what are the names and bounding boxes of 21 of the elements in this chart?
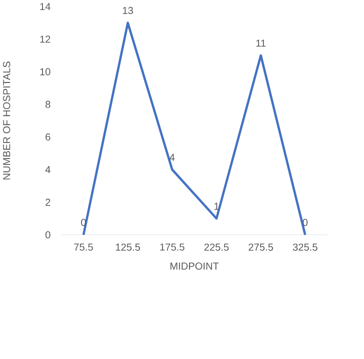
y-tick-label: 2 [46,198,50,206]
y-tick-label: 10 [40,68,50,76]
data-label: 13 [122,7,133,14]
data-label: 11 [256,40,266,47]
x-tick-label: 75.5 [74,244,93,251]
y-tick-label: 12 [40,36,50,43]
x-tick-label: 175.5 [160,244,184,251]
x-tick-label: 275.5 [248,244,274,251]
y-tick-label: 8 [46,100,50,108]
data-label: 4 [170,154,175,161]
line-series [82,22,306,236]
x-tick-label: 325.5 [292,244,318,251]
y-axis-title: NUMBER OF HOSPITALS [3,62,10,180]
data-label: 1 [214,202,219,210]
y-tick-label: 6 [46,134,50,141]
y-tick-label: 4 [45,166,50,174]
x-tick-label: 125.5 [116,244,140,251]
x-tick-label: 225.5 [204,244,229,251]
x-axis-title: MIDPOINT [170,262,219,270]
y-tick-label: 14 [40,3,50,10]
y-tick-label: 0 [45,231,50,239]
